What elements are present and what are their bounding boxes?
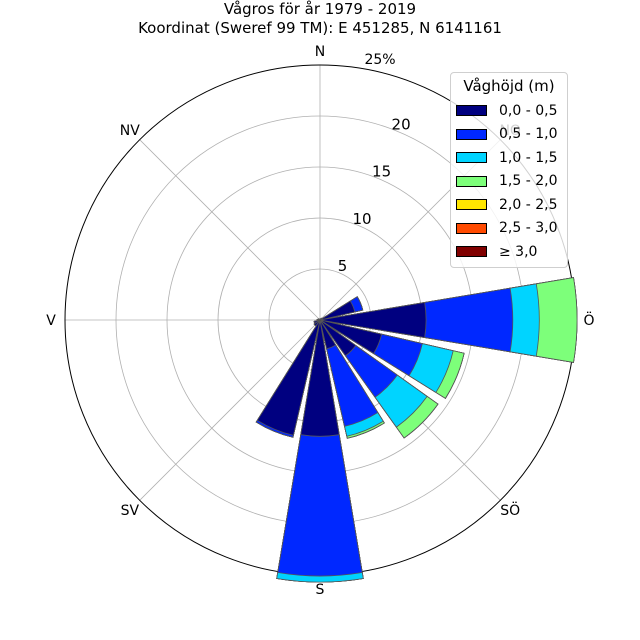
legend-swatch-6 [456,246,487,258]
legend-label-0: 0,0 - 0,5 [499,102,558,119]
legend-swatch-5 [456,222,487,234]
direction-label-6: V [46,313,56,329]
direction-label-0: N [315,44,325,60]
chart-subtitle: Koordinat (Sweref 99 TM): E 451285, N 61… [138,19,502,37]
bar-sector-7-bin-0 [319,319,337,350]
legend-label-5: 2,5 - 3,0 [499,220,558,237]
chart-title: Vågros för år 1979 - 2019 [223,0,417,18]
legend-item-3: 1,5 - 2,0 [451,170,567,194]
legend-item-5: 2,5 - 3,0 [451,217,567,241]
legend-swatch-4 [456,199,487,211]
legend: Våghöjd (m) 0,0 - 0,5 0,5 - 1,0 1,0 - 1,5 1… [450,72,568,268]
direction-label-3: SÖ [500,501,520,519]
wave-rose-bars [255,277,578,583]
legend-title: Våghöjd (m) [463,77,555,95]
bar-sector-5-bin-0 [319,319,383,355]
radial-tick-label-0: 5 [338,257,348,275]
legend-label-6: ≥ 3,0 [499,243,538,260]
legend-label-4: 2,0 - 2,5 [499,196,558,213]
radial-tick-label-2: 15 [372,163,391,181]
bar-sector-8-bin-1 [277,319,363,577]
bar-sector-9-bin-0 [256,319,321,436]
radial-tick-labels: 5 10 15 20 25% [338,52,411,275]
legend-swatch-3 [456,175,487,187]
direction-label-7: NV [120,123,140,139]
direction-label-5: SV [121,503,140,519]
legend-swatch-2 [456,152,487,164]
bar-sector-7-bin-1 [319,319,379,427]
direction-label-2: Ö [583,311,594,329]
legend-label-2: 1,0 - 1,5 [499,149,558,166]
bar-sector-4-bin-0 [319,302,427,338]
legend-item-2: 1,0 - 1,5 [451,146,567,170]
legend-item-6: ≥ 3,0 [451,240,567,264]
legend-swatch-1 [456,128,487,140]
bar-sector-11-bin-0 [313,319,321,324]
grid-spoke-5 [139,319,321,501]
bar-sector-15-bin-0 [318,318,321,321]
radial-tick-label-1: 10 [352,210,371,228]
direction-label-4: S [316,582,325,598]
legend-swatch-0 [456,105,487,117]
bar-sector-10-bin-0 [313,319,321,327]
legend-item-1: 0,5 - 1,0 [451,123,567,147]
bar-sector-6-bin-0 [319,319,357,357]
bar-sector-8-bin-0 [300,319,340,437]
radial-max-label: 25% [364,52,395,68]
legend-label-1: 0,5 - 1,0 [499,126,558,143]
bar-sector-3-bin-0 [319,300,356,321]
legend-label-3: 1,5 - 2,0 [499,173,558,190]
radial-tick-label-3: 20 [392,116,411,134]
grid-spoke-7 [139,139,321,321]
legend-item-0: 0,0 - 0,5 [451,99,567,123]
legend-item-4: 2,0 - 2,5 [451,193,567,217]
